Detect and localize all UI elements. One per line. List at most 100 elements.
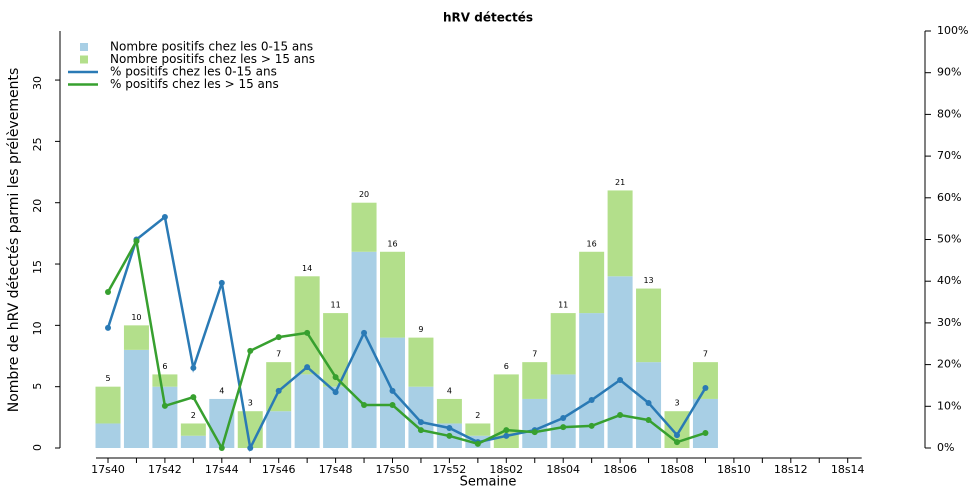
bar-total-label: 2 — [191, 411, 196, 420]
x-tick-label: 17s42 — [148, 463, 182, 476]
legend-label: % positifs chez les > 15 ans — [110, 77, 279, 91]
x-tick-label: 18s14 — [831, 463, 865, 476]
line-point — [161, 213, 168, 220]
y2-tick-label: 100% — [937, 24, 968, 37]
line-point — [133, 238, 140, 245]
y-tick-label: 25 — [31, 137, 44, 151]
y-tick-label: 15 — [31, 260, 44, 274]
line-point — [304, 329, 311, 336]
bar-total-label: 3 — [248, 399, 253, 408]
y-tick-label: 10 — [31, 321, 44, 335]
line-point — [588, 397, 595, 404]
y-tick-label: 5 — [31, 383, 44, 390]
y2-tick-label: 0% — [937, 441, 954, 454]
line-point — [560, 414, 567, 421]
bar-total-label: 16 — [587, 239, 597, 248]
bar-total-label: 3 — [674, 399, 679, 408]
bar — [465, 423, 491, 436]
bar-total-label: 16 — [387, 239, 397, 248]
bar-total-label: 6 — [162, 362, 167, 371]
x-tick-label: 17s44 — [205, 463, 239, 476]
y2-tick-label: 10% — [937, 399, 961, 412]
bar — [550, 313, 576, 375]
line-point — [304, 364, 311, 371]
y2-tick-label: 80% — [937, 107, 961, 120]
line-point — [617, 412, 624, 419]
bar — [123, 349, 149, 448]
bar — [95, 423, 121, 448]
line-point — [332, 389, 339, 396]
bar — [266, 362, 292, 412]
y-tick-label: 30 — [31, 76, 44, 90]
line-point — [105, 324, 111, 331]
line — [106, 214, 707, 452]
bar — [351, 202, 377, 252]
line-point — [332, 374, 339, 381]
bar-total-label: 9 — [418, 325, 423, 334]
bar — [294, 374, 320, 448]
y2-tick-label: 30% — [937, 316, 961, 329]
line-point — [531, 429, 538, 436]
bar-total-label: 21 — [615, 178, 625, 187]
bar — [522, 398, 548, 448]
bar — [123, 325, 149, 350]
y2-tick-label: 70% — [937, 149, 961, 162]
bar-total-label: 13 — [643, 276, 653, 285]
line-point — [645, 417, 652, 424]
y2-tick-label: 40% — [937, 274, 961, 287]
y2-tick-label: 20% — [937, 358, 961, 371]
bar-total-label: 4 — [219, 386, 224, 395]
bar — [607, 276, 633, 448]
x-tick-label: 18s10 — [717, 463, 751, 476]
bar-total-label: 11 — [558, 301, 568, 310]
line-point — [474, 440, 481, 447]
line-point — [218, 445, 225, 451]
line-point — [161, 402, 168, 409]
bar-total-label: 5 — [105, 374, 110, 383]
line-point — [645, 399, 652, 406]
line-point — [702, 384, 709, 391]
line-point — [247, 347, 254, 354]
bar — [636, 288, 662, 363]
line-point — [105, 289, 111, 296]
bar — [408, 337, 434, 387]
bar — [607, 190, 633, 277]
line-point — [560, 424, 567, 431]
y-tick-label: 0 — [31, 444, 44, 451]
legend-swatch — [80, 55, 88, 64]
bar — [152, 374, 178, 387]
x-tick-label: 18s08 — [660, 463, 694, 476]
line-point — [389, 402, 396, 409]
bar — [408, 386, 434, 448]
x-tick-label: 18s12 — [774, 463, 808, 476]
x-axis-label: Semaine — [460, 475, 517, 490]
bar — [436, 398, 462, 424]
line-point — [503, 432, 510, 439]
x-tick-label: 17s50 — [376, 463, 410, 476]
bar — [579, 251, 605, 314]
line-point — [190, 394, 197, 401]
bar-total-label: 6 — [504, 362, 509, 371]
y2-tick-label: 50% — [937, 233, 961, 246]
bar — [550, 374, 576, 448]
bar — [323, 386, 349, 448]
line-point — [417, 419, 424, 426]
bar-total-label: 11 — [331, 301, 341, 310]
bar — [294, 276, 320, 375]
legend-label: % positifs chez les 0-15 ans — [110, 65, 277, 79]
bar — [692, 398, 718, 448]
y2-tick-label: 90% — [937, 66, 961, 79]
x-tick-label: 17s48 — [319, 463, 353, 476]
line-point — [617, 377, 624, 384]
line-point — [389, 387, 396, 394]
y-axis-label: Nombre de hRV détectés parmi les prélève… — [6, 68, 22, 413]
y2-tick-label: 60% — [937, 191, 961, 204]
chart-title: hRV détectés — [443, 11, 533, 25]
line-point — [247, 445, 254, 451]
line-point — [446, 432, 453, 439]
line-point — [503, 427, 510, 434]
x-tick-label: 17s46 — [262, 463, 296, 476]
line-point — [361, 402, 368, 409]
